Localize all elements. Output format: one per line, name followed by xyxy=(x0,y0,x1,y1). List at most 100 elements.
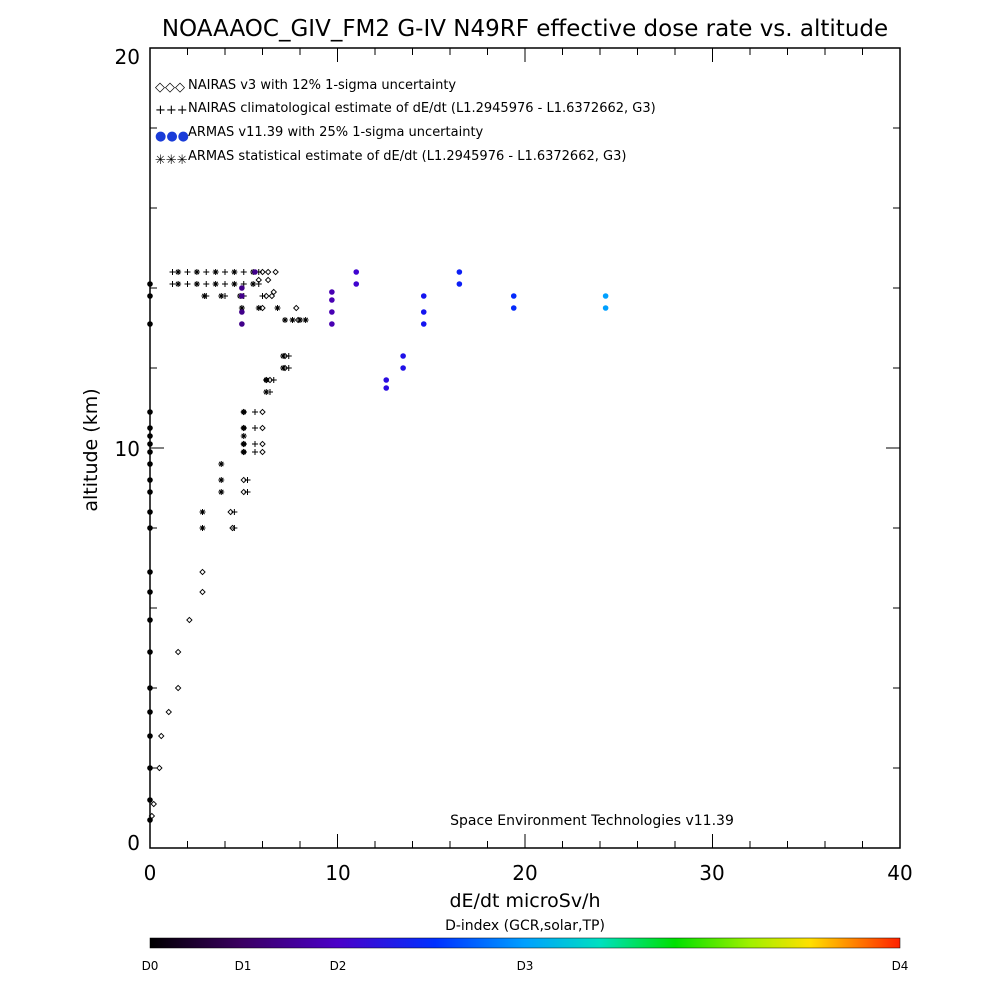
armas-point xyxy=(147,733,153,739)
legend-symbol-armas-stat: ✳✳✳ xyxy=(155,153,188,168)
armas-point xyxy=(510,305,517,311)
armas-point xyxy=(329,297,335,303)
nairas-clim-point xyxy=(244,477,251,483)
armas-point xyxy=(147,477,153,483)
armas-stat-point xyxy=(263,377,270,383)
armas-point xyxy=(383,377,390,383)
legend-symbol-armas: ●●● xyxy=(155,129,189,144)
nairas-clim-point xyxy=(231,525,238,531)
armas-stat-point xyxy=(255,305,262,311)
nairas-clim-point xyxy=(252,449,258,455)
x-tick-label-0: 0 xyxy=(144,861,157,885)
armas-point xyxy=(147,525,153,531)
colorbar-label-d1: D1 xyxy=(235,959,252,973)
nairas-point xyxy=(199,568,206,576)
armas-stat-point xyxy=(212,281,219,287)
nairas-clim-point xyxy=(203,281,210,287)
armas-point xyxy=(147,685,153,691)
y-tick-label-10: 10 xyxy=(115,437,140,461)
armas-point xyxy=(147,433,153,439)
armas-point xyxy=(353,281,360,287)
data-marks xyxy=(147,268,609,823)
x-tick-label-20: 20 xyxy=(512,861,537,885)
nairas-point xyxy=(259,448,266,456)
armas-point xyxy=(420,309,427,315)
armas-stat-point xyxy=(193,281,200,287)
armas-point xyxy=(353,269,360,275)
armas-stat-point xyxy=(240,441,247,447)
nairas-point xyxy=(259,440,266,448)
armas-point xyxy=(147,441,153,447)
nairas-point xyxy=(186,616,193,624)
x-tick-label-30: 30 xyxy=(699,861,724,885)
armas-point xyxy=(400,365,406,371)
armas-point xyxy=(420,321,427,327)
armas-point xyxy=(602,305,609,311)
nairas-point xyxy=(268,292,276,300)
nairas-clim-point xyxy=(285,365,292,371)
legend: ◇◇◇ NAIRAS v3 with 12% 1-sigma uncertain… xyxy=(155,78,656,168)
legend-label-nairas-clim: NAIRAS climatological estimate of dE/dt … xyxy=(188,101,656,116)
nairas-point xyxy=(259,268,266,276)
nairas-clim-point xyxy=(285,353,292,359)
armas-point xyxy=(602,293,609,299)
armas-stat-point xyxy=(199,525,206,531)
legend-symbol-nairas-clim: +++ xyxy=(155,103,188,118)
annotation: Space Environment Technologies v11.39 xyxy=(450,813,734,829)
armas-point xyxy=(147,817,153,823)
armas-point xyxy=(147,425,153,431)
nairas-clim-point xyxy=(231,509,238,515)
nairas-point xyxy=(259,304,266,312)
x-tick-label-40: 40 xyxy=(887,861,912,885)
armas-stat-point xyxy=(218,489,225,495)
armas-stat-point xyxy=(289,317,296,323)
armas-point xyxy=(147,569,153,575)
armas-point xyxy=(147,617,153,623)
nairas-clim-point xyxy=(252,441,258,447)
armas-stat-point xyxy=(280,353,287,359)
plot-area xyxy=(149,47,901,849)
armas-point xyxy=(329,321,335,327)
chart-title: NOAAAOC_GIV_FM2 G-IV N49RF effective dos… xyxy=(162,16,888,42)
armas-point xyxy=(239,293,245,299)
armas-point xyxy=(147,649,153,655)
armas-stat-point xyxy=(274,305,281,311)
armas-point xyxy=(147,461,153,467)
nairas-clim-point xyxy=(252,425,258,431)
armas-stat-point xyxy=(240,409,247,415)
nairas-point xyxy=(264,268,272,276)
nairas-clim-point xyxy=(222,269,228,275)
armas-point xyxy=(147,409,153,415)
nairas-point xyxy=(240,476,247,484)
nairas-point xyxy=(266,376,274,384)
colorbar-label-d0: D0 xyxy=(142,959,159,973)
armas-point xyxy=(239,321,245,327)
nairas-clim-point xyxy=(240,269,247,275)
colorbar-label-d2: D2 xyxy=(330,959,347,973)
nairas-point xyxy=(174,684,182,692)
armas-stat-point xyxy=(199,509,206,515)
nairas-point xyxy=(264,276,272,284)
armas-stat-point xyxy=(218,461,225,467)
x-axis-label: dE/dt microSv/h xyxy=(449,890,600,912)
armas-point xyxy=(147,449,153,455)
armas-point xyxy=(147,321,153,327)
armas-stat-point xyxy=(175,281,182,287)
nairas-point xyxy=(259,424,266,432)
colorbar-title: D-index (GCR,solar,TP) xyxy=(445,918,605,934)
armas-point xyxy=(239,285,245,291)
armas-point xyxy=(147,797,153,803)
nairas-clim-point xyxy=(244,489,251,495)
armas-point xyxy=(147,489,153,495)
nairas-point xyxy=(263,292,270,300)
nairas-clim-point xyxy=(222,281,228,287)
nairas-clim-point xyxy=(255,281,262,287)
nairas-clim-point xyxy=(259,293,266,299)
armas-stat-point xyxy=(297,317,303,323)
armas-stat-point xyxy=(280,365,287,371)
armas-point xyxy=(420,293,427,299)
armas-point xyxy=(510,293,517,299)
armas-point xyxy=(329,289,335,295)
armas-stat-point xyxy=(201,293,208,299)
nairas-point xyxy=(156,764,163,772)
